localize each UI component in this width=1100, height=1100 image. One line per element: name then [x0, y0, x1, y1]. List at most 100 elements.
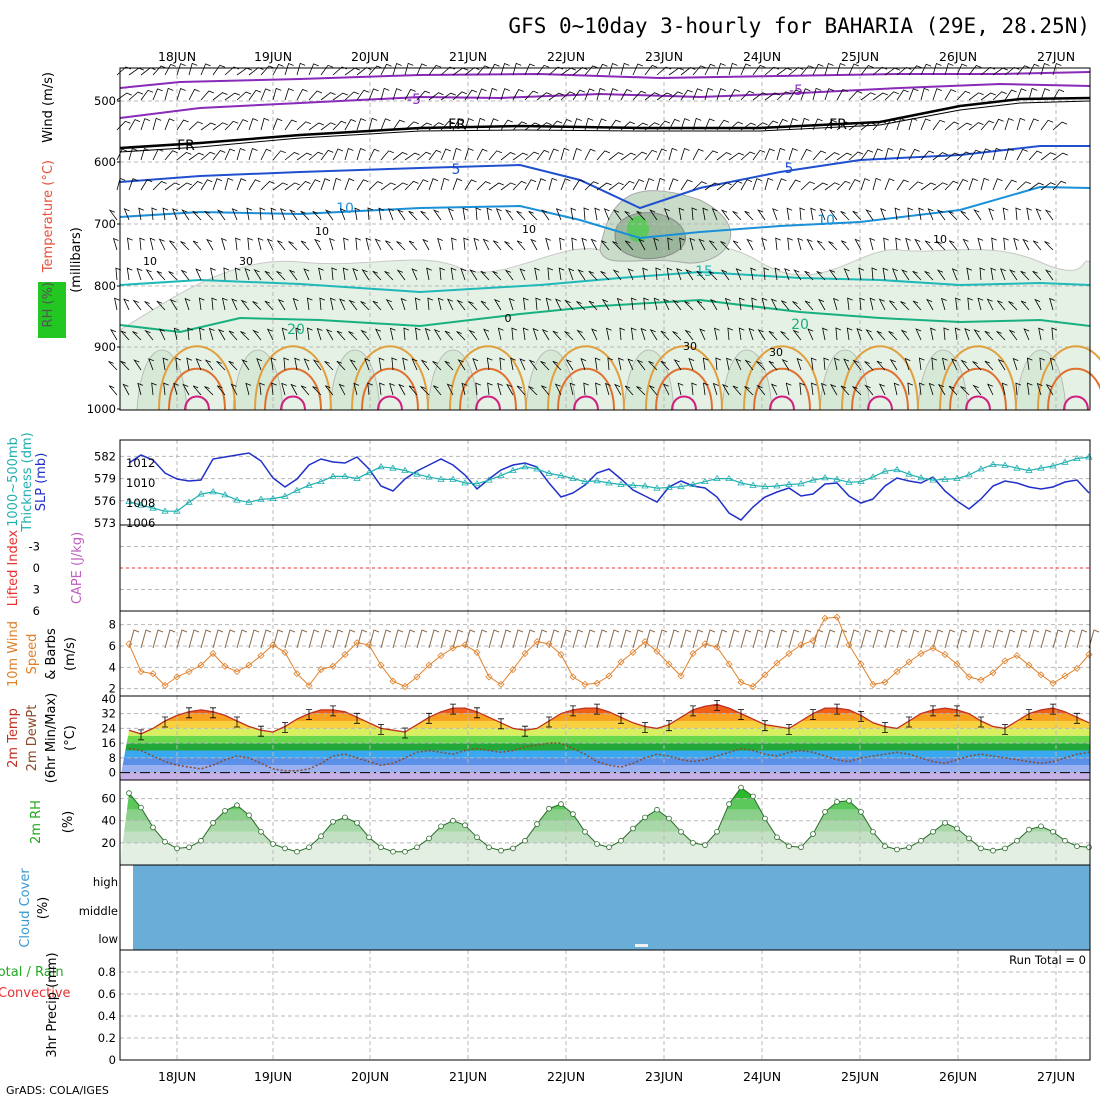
upper-barb-305 [408, 210, 418, 221]
upper-barb-362 [476, 117, 486, 131]
upper-barb-242 [356, 118, 366, 131]
upper-barb-377 [486, 207, 493, 221]
upper-barb-807 [920, 150, 935, 161]
thickness-tick-1: 579 [94, 472, 116, 486]
upper-barb-861 [964, 328, 971, 341]
upper-barb-293 [397, 209, 406, 221]
wind10m-point-15 [305, 681, 313, 690]
upper-barb-181 [296, 88, 308, 101]
thickness-point-44 [653, 484, 661, 491]
rh2m-point-64 [894, 846, 900, 853]
upper-barb-947 [1045, 383, 1054, 396]
cloud-level-low: low [98, 932, 118, 946]
thickness-point-66 [917, 474, 925, 481]
upper-barb-43 [145, 269, 154, 281]
temp-contour-label-3: FR [448, 117, 466, 133]
upper-barb-25 [140, 89, 154, 101]
upper-barb-900 [1016, 65, 1030, 76]
upper-barb-129 [228, 330, 238, 341]
upper-barb-397 [512, 88, 524, 101]
wind10m-barb-35 [548, 629, 560, 649]
precip-tick-4: 0 [109, 1053, 116, 1067]
temp2m-tick-2: 24 [101, 721, 116, 735]
upper-barb-558 [667, 237, 673, 251]
rh2m-point-20 [366, 834, 372, 841]
upper-barb-668 [770, 298, 778, 311]
upper-barb-286 [391, 357, 398, 371]
upper-barb-228 [344, 67, 360, 76]
wind10m-tick-3: 2 [109, 682, 116, 696]
upper-barb-303 [416, 151, 432, 161]
upper-barb-391 [492, 271, 502, 281]
upper-barb-792 [908, 65, 922, 76]
upper-barb-127 [234, 267, 241, 281]
upper-barb-834 [936, 241, 946, 251]
wind10m-barb-72 [992, 629, 1004, 649]
temp-contour-25-6 [743, 345, 821, 411]
wind10m-barb-65 [908, 629, 920, 649]
upper-barb-931 [1032, 270, 1042, 281]
upper-barb-614 [728, 121, 744, 131]
rh2m-point-28 [462, 822, 468, 828]
rh2m-point-33 [522, 837, 528, 844]
temp-contour-30-0 [168, 367, 226, 411]
upper-barb-248 [348, 299, 358, 311]
upper-barb-622 [726, 357, 732, 371]
upper-barb-195 [308, 151, 324, 161]
upper-barb-461 [570, 207, 577, 221]
upper-barb-633 [738, 327, 745, 341]
upper-barb-451 [558, 267, 565, 281]
upper-barb-737 [840, 211, 850, 221]
upper-barb-191 [290, 383, 298, 396]
upper-barb-201 [307, 327, 313, 341]
upper-barb-310 [411, 358, 418, 371]
upper-barb-927 [1040, 152, 1056, 161]
upper-barb-188 [292, 297, 299, 311]
temp2m-minmax-26 [762, 720, 768, 732]
upper-barb-573 [672, 331, 682, 341]
upper-barb-390 [492, 240, 502, 251]
upper-barb-877 [992, 91, 1007, 101]
upper-barb-701 [810, 207, 816, 221]
thickness-point-72 [989, 460, 997, 467]
wind10m-barb-38 [584, 629, 596, 649]
upper-barb-294 [396, 241, 406, 251]
temp-contour-25-1 [254, 345, 332, 411]
temp-contour-30-6 [753, 367, 811, 411]
temp2m-minmax-3 [210, 707, 216, 719]
upper-barb-723 [836, 152, 852, 161]
upper-barb-20 [123, 298, 130, 311]
upper-barb-14 [128, 119, 141, 131]
upper-barb-317 [420, 210, 430, 221]
day-label-bottom-23JUN: 23JUN [645, 1069, 683, 1084]
upper-barb-867 [980, 148, 991, 161]
upper-barb-529 [644, 92, 660, 101]
wind10m-barb-39 [596, 629, 608, 649]
wind10m-point-43 [641, 638, 649, 646]
wind10m-barb-27 [452, 629, 464, 649]
upper-barb-115 [223, 267, 230, 281]
upper-barb-530 [644, 122, 660, 131]
upper-barb-93 [199, 327, 205, 341]
upper-barb-173 [279, 208, 286, 221]
wind10m-barb-48 [704, 629, 716, 649]
upper-barb-134 [248, 118, 258, 131]
temp-contour-label-0: -5 [407, 92, 421, 108]
upper-barb-158 [272, 118, 283, 131]
upper-barb-666 [775, 237, 781, 251]
upper-barb-375 [488, 150, 502, 161]
upper-barb-243 [356, 147, 366, 161]
wind10m-barb-53 [764, 629, 776, 649]
thickness-point-40 [605, 479, 613, 486]
upper-barb-288 [404, 62, 414, 76]
upper-barb-439 [547, 267, 554, 281]
wind10m-barb-31 [500, 629, 512, 649]
upper-barb-847 [951, 268, 958, 281]
upper-barb-750 [854, 238, 862, 251]
upper-barb-779 [878, 383, 886, 396]
wind10m-point-41 [617, 658, 625, 666]
temp2m-band-2 [120, 757, 1090, 766]
upper-barb-365 [475, 207, 482, 221]
thickness-point-42 [629, 481, 637, 488]
upper-barb-895 [999, 268, 1006, 281]
